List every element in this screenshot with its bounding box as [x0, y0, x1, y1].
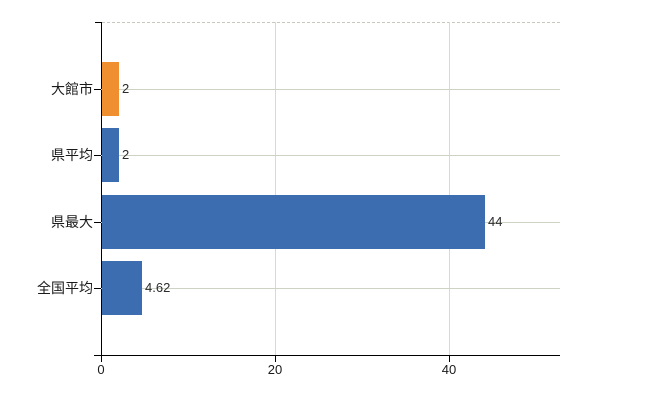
- gridline-horizontal: [101, 89, 560, 90]
- gridline-horizontal: [101, 155, 560, 156]
- plot-top-boundary-line: [102, 22, 560, 23]
- x-axis-tick-label: 40: [441, 362, 457, 377]
- x-axis-tick: [101, 355, 102, 362]
- category-label: 全国平均: [37, 280, 93, 296]
- x-axis-tick: [275, 355, 276, 362]
- gridline-vertical: [449, 22, 450, 355]
- bar-県平均: [102, 128, 119, 182]
- y-axis-category-tick: [94, 155, 101, 156]
- x-axis-tick-label: 20: [267, 362, 283, 377]
- y-axis-category-tick: [94, 89, 101, 90]
- bar-value-label: 2: [122, 81, 130, 96]
- category-label: 県平均: [51, 147, 93, 163]
- y-axis-line: [101, 22, 102, 362]
- y-axis-category-tick: [94, 288, 101, 289]
- bar-value-label: 2: [122, 147, 130, 162]
- bar-value-label: 44: [488, 214, 503, 229]
- x-axis-tick-label: 0: [97, 362, 105, 377]
- bar-全国平均: [102, 261, 142, 315]
- bar-県最大: [102, 195, 485, 249]
- y-axis-category-tick: [94, 222, 101, 223]
- x-axis-line: [94, 355, 560, 356]
- x-axis-tick: [449, 355, 450, 362]
- gridline-vertical: [275, 22, 276, 355]
- gridline-horizontal: [101, 288, 560, 289]
- bar-value-label: 4.62: [145, 280, 171, 295]
- bar-大館市: [102, 62, 119, 116]
- y-axis-top-cap: [95, 22, 102, 23]
- category-label: 県最大: [51, 214, 93, 230]
- category-label: 大館市: [51, 81, 93, 97]
